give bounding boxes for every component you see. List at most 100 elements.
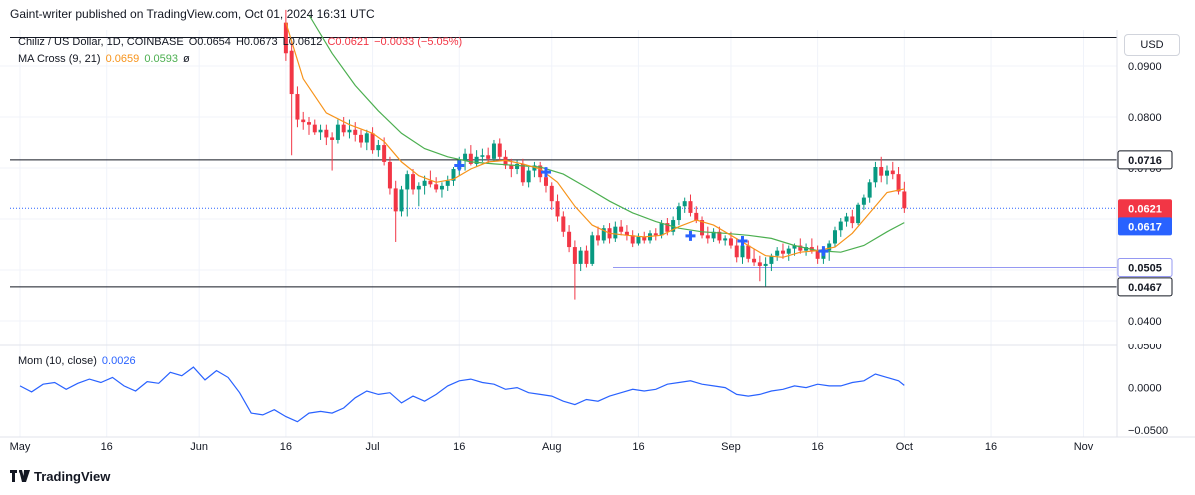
candle: [405, 170, 410, 217]
candle-body: [480, 155, 485, 157]
ma-lines: [285, 14, 905, 258]
candle: [422, 175, 427, 195]
candle: [428, 170, 433, 188]
open-value: O0.0654: [188, 36, 231, 48]
candle-body: [775, 250, 780, 256]
candle: [353, 122, 358, 142]
tradingview-icon: [10, 470, 30, 485]
low-value: L0.0612: [282, 36, 323, 48]
ma-slow-line: [308, 14, 905, 253]
candle-body: [780, 250, 785, 254]
candle-body: [451, 169, 456, 181]
candle-body: [307, 122, 311, 125]
candle: [873, 161, 878, 188]
candle-body: [526, 170, 531, 183]
candle-body: [353, 129, 358, 135]
candle-body: [671, 220, 676, 232]
price-legend: Chiliz / US Dollar, 1D, COINBASE O0.0654…: [18, 36, 464, 48]
momentum-tick-label: 0.0000: [1128, 383, 1162, 395]
cross-markers: [454, 160, 829, 257]
cross-marker: [818, 246, 829, 257]
candle: [289, 40, 294, 156]
candle: [561, 211, 566, 237]
time-tick-label: May: [10, 441, 31, 453]
candle-body: [688, 201, 693, 213]
candle: [567, 225, 572, 253]
candle: [757, 255, 762, 282]
candle: [798, 238, 803, 254]
currency-selector[interactable]: USD: [1124, 34, 1180, 56]
time-axis[interactable]: May 16 Jun 16 Jul 16 Aug 16 Sep 16 Oct 16 Nov: [10, 441, 1094, 453]
candle: [671, 216, 676, 236]
candle-body: [532, 165, 537, 171]
time-tick-label: 16: [632, 441, 644, 453]
price-grid: [0, 30, 1117, 437]
candle-body: [399, 189, 404, 212]
candle: [746, 240, 751, 263]
close-value: C0.0621: [327, 36, 370, 48]
candle-body: [497, 143, 502, 157]
candle-body: [509, 165, 514, 170]
momentum-tick-label: −0.0500: [1128, 425, 1168, 437]
candle: [682, 197, 687, 213]
candle: [815, 245, 820, 264]
change-value: −0.0033 (−5.05%): [374, 36, 463, 48]
candle-body: [445, 180, 450, 186]
level-tag: 0.0505: [1128, 262, 1162, 274]
level-tag-bg: [1117, 257, 1173, 277]
candle: [387, 156, 392, 195]
candle: [885, 165, 889, 185]
candle: [890, 161, 895, 180]
ma-fast-line: [285, 22, 905, 258]
tradingview-logo: TradingView: [10, 469, 110, 485]
candle-body: [439, 185, 444, 190]
candle-body: [312, 124, 317, 133]
last-price-tag: 0.0621: [1128, 203, 1162, 215]
candle-body: [804, 247, 809, 251]
candle: [497, 138, 502, 161]
candle: [827, 240, 832, 261]
high-value: H0.0673: [235, 36, 278, 48]
candle: [532, 161, 537, 178]
momentum-legend: Mom (10, close) 0.0026: [18, 355, 138, 367]
time-tick-label: Aug: [542, 441, 562, 453]
time-tick-label: 16: [280, 441, 292, 453]
candle: [763, 257, 768, 287]
ma-slow-value: 0.0593: [144, 53, 178, 65]
candle: [538, 161, 543, 183]
candle: [804, 243, 809, 256]
candle: [688, 194, 693, 217]
time-tick-label: 16: [101, 441, 113, 453]
candle-body: [659, 223, 664, 236]
symbol-title: Chiliz / US Dollar, 1D, COINBASE: [18, 36, 184, 48]
candle-body: [543, 177, 548, 186]
candle-body: [769, 255, 774, 264]
candle-body: [590, 235, 595, 264]
level-tag-bg: [1117, 277, 1173, 297]
candle: [700, 216, 705, 239]
candle: [775, 247, 780, 261]
candle-body: [584, 250, 589, 264]
candle-body: [370, 133, 375, 151]
candle: [347, 119, 352, 139]
candle-body: [567, 231, 572, 248]
candle: [676, 202, 681, 226]
candle-body: [694, 212, 699, 221]
candle: [503, 150, 508, 170]
candle-body: [596, 235, 600, 241]
candle-body: [890, 170, 895, 175]
candle-body: [335, 124, 340, 140]
candle-body: [636, 236, 641, 244]
time-tick-label: 16: [985, 441, 997, 453]
candle: [728, 231, 733, 249]
candle-body: [896, 174, 901, 192]
candle: [867, 179, 872, 203]
candle-body: [723, 238, 728, 241]
momentum-axis: 0.0000 −0.0500 0.0500: [1128, 340, 1168, 437]
candle: [341, 117, 346, 137]
candle-body: [474, 156, 479, 164]
candle: [705, 226, 710, 244]
candle-body: [798, 245, 803, 251]
